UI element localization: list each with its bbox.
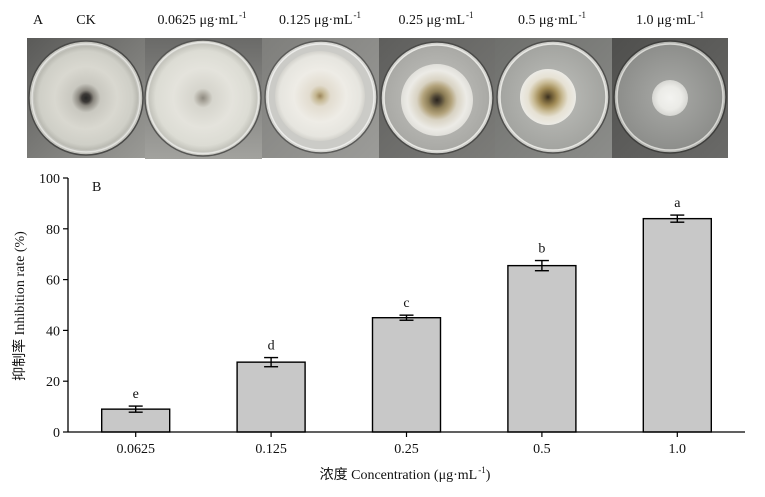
unit-superscript: -1 <box>578 10 587 20</box>
treatment-label-ck: CK <box>21 13 151 29</box>
fungal-colony <box>652 80 688 116</box>
dish-photo-0.25 <box>379 38 495 158</box>
y-tick-label: 0 <box>53 426 60 441</box>
significance-letter: c <box>403 296 409 311</box>
treatment-label-text: 0.25 μg·mL <box>398 13 466 28</box>
significance-letter: e <box>133 387 139 402</box>
x-tick-label: 0.125 <box>255 442 287 457</box>
y-tick-label: 100 <box>39 172 60 187</box>
significance-letter: d <box>268 339 275 354</box>
treatment-label-1.0: 1.0 μg·mL-1 <box>605 10 735 29</box>
y-axis-label: 抑制率 Inhibition rate (%) <box>11 231 28 381</box>
dish-photo-1.0 <box>612 38 728 158</box>
significance-letter: a <box>674 196 681 211</box>
fungal-colony <box>34 46 138 150</box>
x-tick-label: 0.5 <box>533 442 551 457</box>
treatment-label-0.125: 0.125 μg·mL-1 <box>255 10 385 29</box>
dish-inner-rim <box>31 43 141 153</box>
fungal-colony <box>401 64 473 136</box>
dish-photo-0.0625 <box>144 38 262 159</box>
y-tick-label: 80 <box>46 223 60 238</box>
bar <box>236 361 306 433</box>
treatment-label-text: 0.5 μg·mL <box>517 13 578 28</box>
x-axis-label-tail: ) <box>485 468 491 483</box>
unit-superscript: -1 <box>478 465 486 475</box>
y-tick-label: 40 <box>46 324 60 339</box>
significance-letter: b <box>538 242 545 257</box>
dish-inner-rim <box>146 41 260 155</box>
y-tick-label: 20 <box>46 375 60 390</box>
petri-dish-photos <box>27 38 728 159</box>
fungal-colony <box>275 51 365 141</box>
x-axis-label-text: 浓度 Concentration (μg·mL <box>319 468 478 483</box>
fungal-colony <box>149 44 257 152</box>
x-tick-label: 1.0 <box>669 442 687 457</box>
x-tick-label: 0.25 <box>394 442 419 457</box>
unit-superscript: -1 <box>466 10 474 20</box>
x-axis-label: 浓度 Concentration (μg·mL-1) <box>205 465 605 485</box>
treatment-label-text: 1.0 μg·mL <box>635 13 696 28</box>
unit-superscript: -1 <box>353 10 362 20</box>
panel-b-label: B <box>92 180 101 195</box>
x-tick-label: 0.0625 <box>116 442 155 457</box>
treatment-label-text: CK <box>76 13 96 28</box>
treatment-label-0.5: 0.5 μg·mL-1 <box>487 10 617 29</box>
dish-photo-ck <box>27 38 145 158</box>
bar <box>371 317 442 433</box>
treatment-label-0.0625: 0.0625 μg·mL-1 <box>137 10 267 29</box>
fungal-colony <box>520 69 576 125</box>
treatment-label-text: 0.0625 μg·mL <box>157 13 239 28</box>
treatment-label-text: 0.125 μg·mL <box>278 13 353 28</box>
y-tick-label: 60 <box>46 274 60 289</box>
chart-marks: 0 20 40 60 80 100 e 0.0625 d 0.125 c 0.25 b 0.5 a 1.0 <box>39 172 712 457</box>
dish-photo-0.125 <box>262 38 379 158</box>
unit-superscript: -1 <box>696 10 705 20</box>
treatment-label-0.25: 0.25 μg·mL-1 <box>371 10 501 29</box>
unit-superscript: -1 <box>239 10 247 20</box>
panel-a-label: A <box>33 13 44 28</box>
inhibition-bar-chart: B 抑制率 Inhibition rate (%) 020406080100e0… <box>11 172 745 457</box>
bar <box>507 264 577 433</box>
bar <box>642 217 712 433</box>
dish-photo-0.5 <box>495 38 612 158</box>
